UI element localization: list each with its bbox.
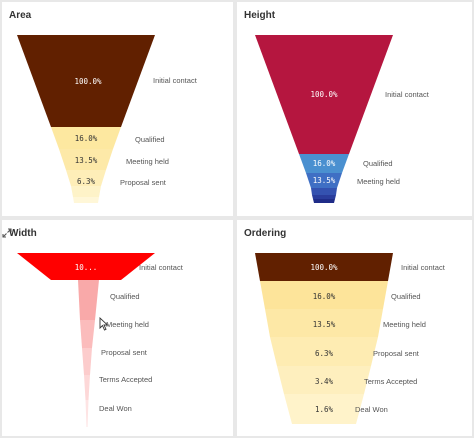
width-category-label-initial-contact: Initial contact — [139, 263, 184, 272]
area-segment-terms-accepted[interactable] — [71, 186, 101, 197]
panel-title: Height — [244, 10, 276, 21]
ordering-category-label-qualified: Qualified — [391, 292, 421, 301]
expand-icon[interactable] — [2, 228, 12, 238]
width-category-label-qualified: Qualified — [110, 292, 140, 301]
area-category-label-qualified: Qualified — [135, 135, 165, 144]
ordering-segment-proposal-sent[interactable]: 6.3% Proposal sent — [270, 337, 420, 366]
ordering-value-label-proposal-sent: 6.3% — [315, 349, 334, 358]
area-value-label-meeting-held: 13.5% — [75, 156, 98, 165]
height-segment-meeting-held[interactable]: 13.5% Meeting held — [306, 173, 400, 188]
ordering-segment-deal-won[interactable]: 1.6% Deal Won — [284, 394, 388, 424]
width-value-label-initial-contact: 10... — [75, 263, 98, 272]
ordering-category-label-proposal-sent: Proposal sent — [373, 349, 420, 358]
width-category-label-meeting-held: Meeting held — [106, 320, 149, 329]
height-segment-initial-contact[interactable]: 100.0% Initial contact — [255, 35, 430, 154]
ordering-value-label-qualified: 16.0% — [313, 292, 336, 301]
area-segment-initial-contact[interactable]: 100.0% Initial contact — [17, 35, 198, 127]
panel-title: Width — [9, 228, 37, 239]
width-segment-proposal-sent[interactable]: Proposal sent — [82, 348, 148, 375]
ordering-funnel-chart: 100.0% Initial contact 16.0% Qualified 1… — [255, 253, 446, 424]
ordering-category-label-terms-accepted: Terms Accepted — [364, 377, 417, 386]
height-segment-deal-won[interactable] — [313, 199, 335, 203]
width-funnel-chart: 10... Initial contact Qualified Meeting … — [17, 253, 184, 427]
height-value-label-meeting-held: 13.5% — [313, 176, 336, 185]
height-segment-qualified[interactable]: 16.0% Qualified — [299, 154, 393, 173]
width-segment-qualified[interactable]: Qualified — [78, 280, 140, 320]
ordering-segment-meeting-held[interactable]: 13.5% Meeting held — [265, 309, 426, 337]
height-segment-proposal-sent[interactable] — [311, 188, 337, 195]
height-funnel-chart: 100.0% Initial contact 16.0% Qualified 1… — [255, 35, 430, 203]
height-category-label-initial-contact: Initial contact — [385, 90, 430, 99]
height-category-label-qualified: Qualified — [363, 159, 393, 168]
panel-ordering: Ordering 100.0% Initial contact 16.0% Qu… — [237, 220, 472, 436]
height-segment-terms-accepted[interactable] — [312, 195, 336, 199]
mouse-pointer-icon — [99, 316, 109, 331]
height-value-label-qualified: 16.0% — [313, 159, 336, 168]
width-segment-terms-accepted[interactable]: Terms Accepted — [84, 375, 152, 400]
ordering-category-label-initial-contact: Initial contact — [401, 263, 446, 272]
area-funnel-chart: 100.0% Initial contact 16.0% Qualified 1… — [17, 35, 198, 203]
area-segment-proposal-sent[interactable]: 6.3% Proposal sent — [66, 170, 167, 187]
panel-title: Area — [9, 10, 32, 21]
width-segment-deal-won[interactable]: Deal Won — [85, 400, 132, 427]
width-category-label-proposal-sent: Proposal sent — [101, 348, 148, 357]
ordering-category-label-meeting-held: Meeting held — [383, 320, 426, 329]
ordering-category-label-deal-won: Deal Won — [355, 405, 388, 414]
area-category-label-proposal-sent: Proposal sent — [120, 178, 167, 187]
panel-width: Width 10... Initial contact Qualified Me… — [2, 220, 233, 436]
width-category-label-terms-accepted: Terms Accepted — [99, 375, 152, 384]
area-category-label-initial-contact: Initial contact — [153, 76, 198, 85]
ordering-value-label-terms-accepted: 3.4% — [315, 377, 334, 386]
ordering-value-label-initial-contact: 100.0% — [310, 263, 338, 272]
panel-title: Ordering — [244, 228, 287, 239]
height-category-label-meeting-held: Meeting held — [357, 177, 400, 186]
area-segment-meeting-held[interactable]: 13.5% Meeting held — [59, 149, 169, 170]
area-value-label-initial-contact: 100.0% — [74, 77, 102, 86]
area-value-label-qualified: 16.0% — [75, 134, 98, 143]
height-value-label-initial-contact: 100.0% — [310, 90, 338, 99]
area-segment-qualified[interactable]: 16.0% Qualified — [51, 127, 165, 149]
panel-height: Height 100.0% Initial contact 16.0% Qual… — [237, 2, 472, 216]
area-segment-deal-won[interactable] — [73, 197, 99, 203]
ordering-value-label-deal-won: 1.6% — [315, 405, 334, 414]
area-category-label-meeting-held: Meeting held — [126, 157, 169, 166]
ordering-value-label-meeting-held: 13.5% — [313, 320, 336, 329]
panel-area: Area 100.0% Initial contact 16.0% Qualif… — [2, 2, 233, 216]
width-segment-meeting-held[interactable]: Meeting held — [80, 320, 149, 348]
ordering-segment-qualified[interactable]: 16.0% Qualified — [260, 281, 421, 309]
area-value-label-proposal-sent: 6.3% — [77, 177, 96, 186]
ordering-segment-terms-accepted[interactable]: 3.4% Terms Accepted — [277, 366, 417, 394]
ordering-segment-initial-contact[interactable]: 100.0% Initial contact — [255, 253, 446, 281]
width-category-label-deal-won: Deal Won — [99, 404, 132, 413]
width-segment-initial-contact[interactable]: 10... Initial contact — [17, 253, 184, 280]
